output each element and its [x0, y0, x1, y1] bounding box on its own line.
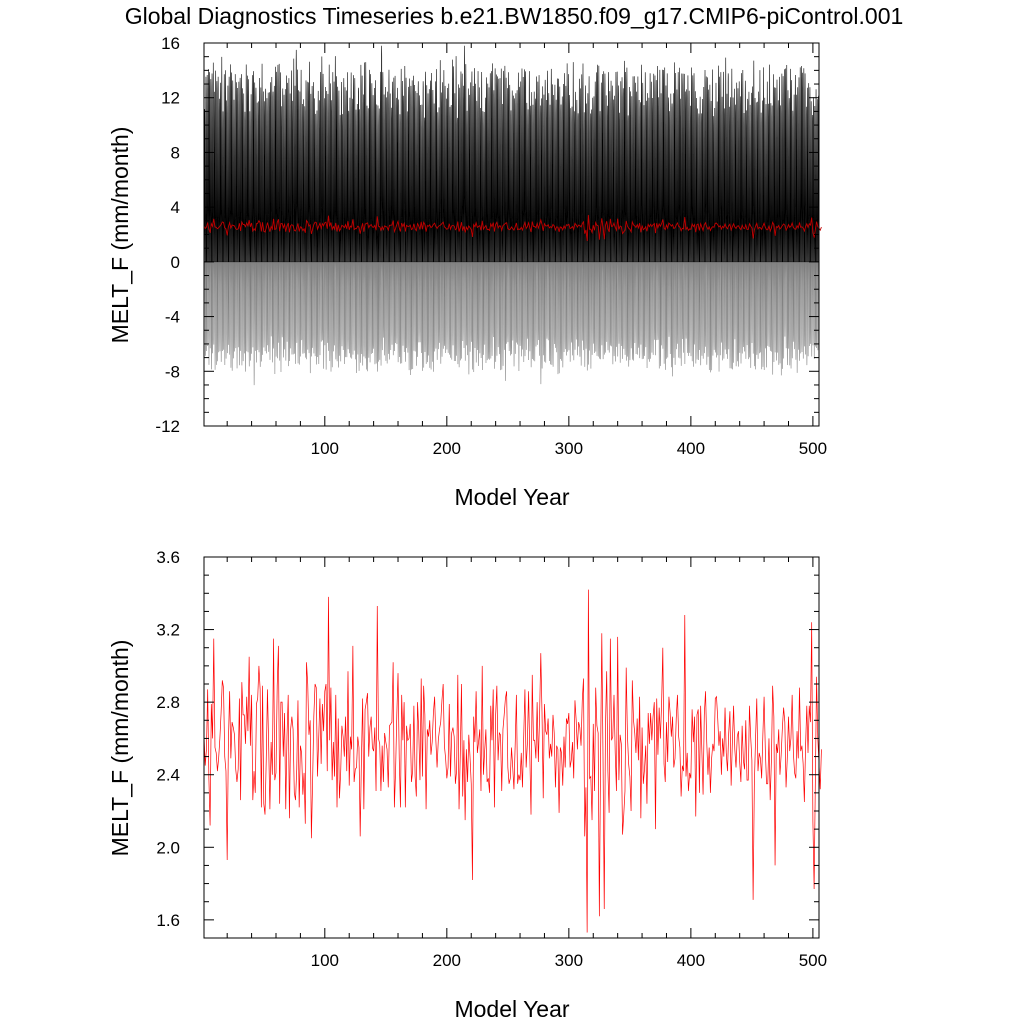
annual-series-line: [203, 589, 822, 933]
y-tick-label: 8: [171, 143, 180, 162]
y-tick-label: 2.8: [156, 693, 180, 712]
y-tick-label: 1.6: [156, 911, 180, 930]
y-tick-label: 2.0: [156, 838, 180, 857]
x-tick-label: 200: [433, 439, 461, 458]
y-tick-label: -8: [165, 362, 180, 381]
y-tick-label: 2.4: [156, 766, 180, 785]
p2-x-axis-label: Model Year: [454, 996, 569, 1022]
x-tick-label: 100: [311, 951, 339, 970]
p1-x-axis-label: Model Year: [454, 484, 569, 510]
p2-ticks-layer: 100 200 300 400 500 1.6 2.0 2.4 2.8 3.2 3.6: [156, 548, 827, 970]
y-tick-label: -12: [155, 417, 180, 436]
p2-y-axis-label: MELT_F (mm/month): [107, 640, 133, 857]
p1-ticks-layer: 100 200 300 400 500 -12 -8 -4 0 4 8 12 16: [155, 34, 827, 458]
x-tick-label: 300: [555, 439, 583, 458]
monthly-timeseries-panel: 100 200 300 400 500 -12 -8 -4 0 4 8 12 16 Model Year…: [107, 34, 827, 510]
p1-series-layer: [203, 45, 822, 386]
y-tick-label: 3.6: [156, 548, 180, 567]
annual-timeseries-panel: 100 200 300 400 500 1.6 2.0 2.4 2.8 3.2 3.6 Model …: [107, 548, 827, 1022]
x-tick-label: 100: [311, 439, 339, 458]
x-tick-label: 500: [799, 439, 827, 458]
y-tick-label: 12: [161, 89, 180, 108]
p2-plot-frame: [203, 556, 820, 939]
annual-mean-line: [203, 215, 822, 241]
monthly-series-negative-line: [203, 261, 820, 386]
monthly-series-line: [204, 45, 820, 263]
p2-series-layer: [203, 589, 822, 933]
x-tick-label: 500: [799, 951, 827, 970]
y-tick-label: 3.2: [156, 621, 180, 640]
y-tick-label: -4: [165, 308, 180, 327]
x-tick-label: 200: [433, 951, 461, 970]
chart-title: Global Diagnostics Timeseries b.e21.BW18…: [125, 3, 904, 29]
y-tick-label: 4: [171, 198, 180, 217]
x-tick-label: 400: [677, 439, 705, 458]
p1-y-axis-label: MELT_F (mm/month): [107, 127, 133, 344]
y-tick-label: 16: [161, 34, 180, 53]
x-tick-label: 300: [555, 951, 583, 970]
x-tick-label: 400: [677, 951, 705, 970]
y-tick-label: 0: [171, 253, 180, 272]
